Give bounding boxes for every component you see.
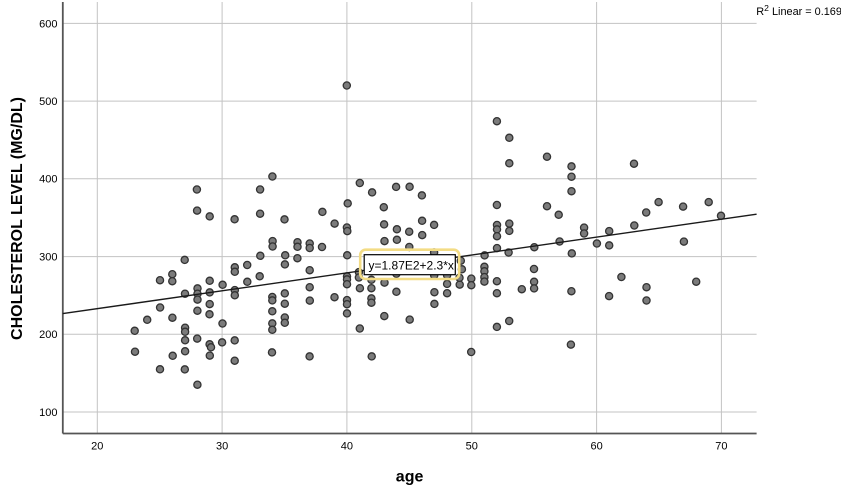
svg-text:y=1.87E2+2.3*x: y=1.87E2+2.3*x: [369, 259, 454, 273]
svg-text:200: 200: [39, 329, 57, 341]
svg-text:40: 40: [341, 441, 353, 453]
svg-text:400: 400: [39, 174, 57, 186]
svg-text:CHOLESTEROL LEVEL (MG/DL): CHOLESTEROL LEVEL (MG/DL): [9, 97, 26, 340]
svg-text:60: 60: [590, 441, 602, 453]
svg-text:300: 300: [39, 252, 57, 264]
svg-text:50: 50: [466, 441, 478, 453]
svg-text:500: 500: [39, 96, 57, 108]
svg-text:100: 100: [39, 407, 57, 419]
svg-text:age: age: [396, 468, 424, 485]
svg-text:20: 20: [91, 441, 103, 453]
svg-text:R2 Linear = 0.169: R2 Linear = 0.169: [756, 3, 841, 18]
svg-text:30: 30: [216, 441, 228, 453]
svg-text:70: 70: [715, 441, 727, 453]
svg-text:600: 600: [39, 18, 57, 30]
